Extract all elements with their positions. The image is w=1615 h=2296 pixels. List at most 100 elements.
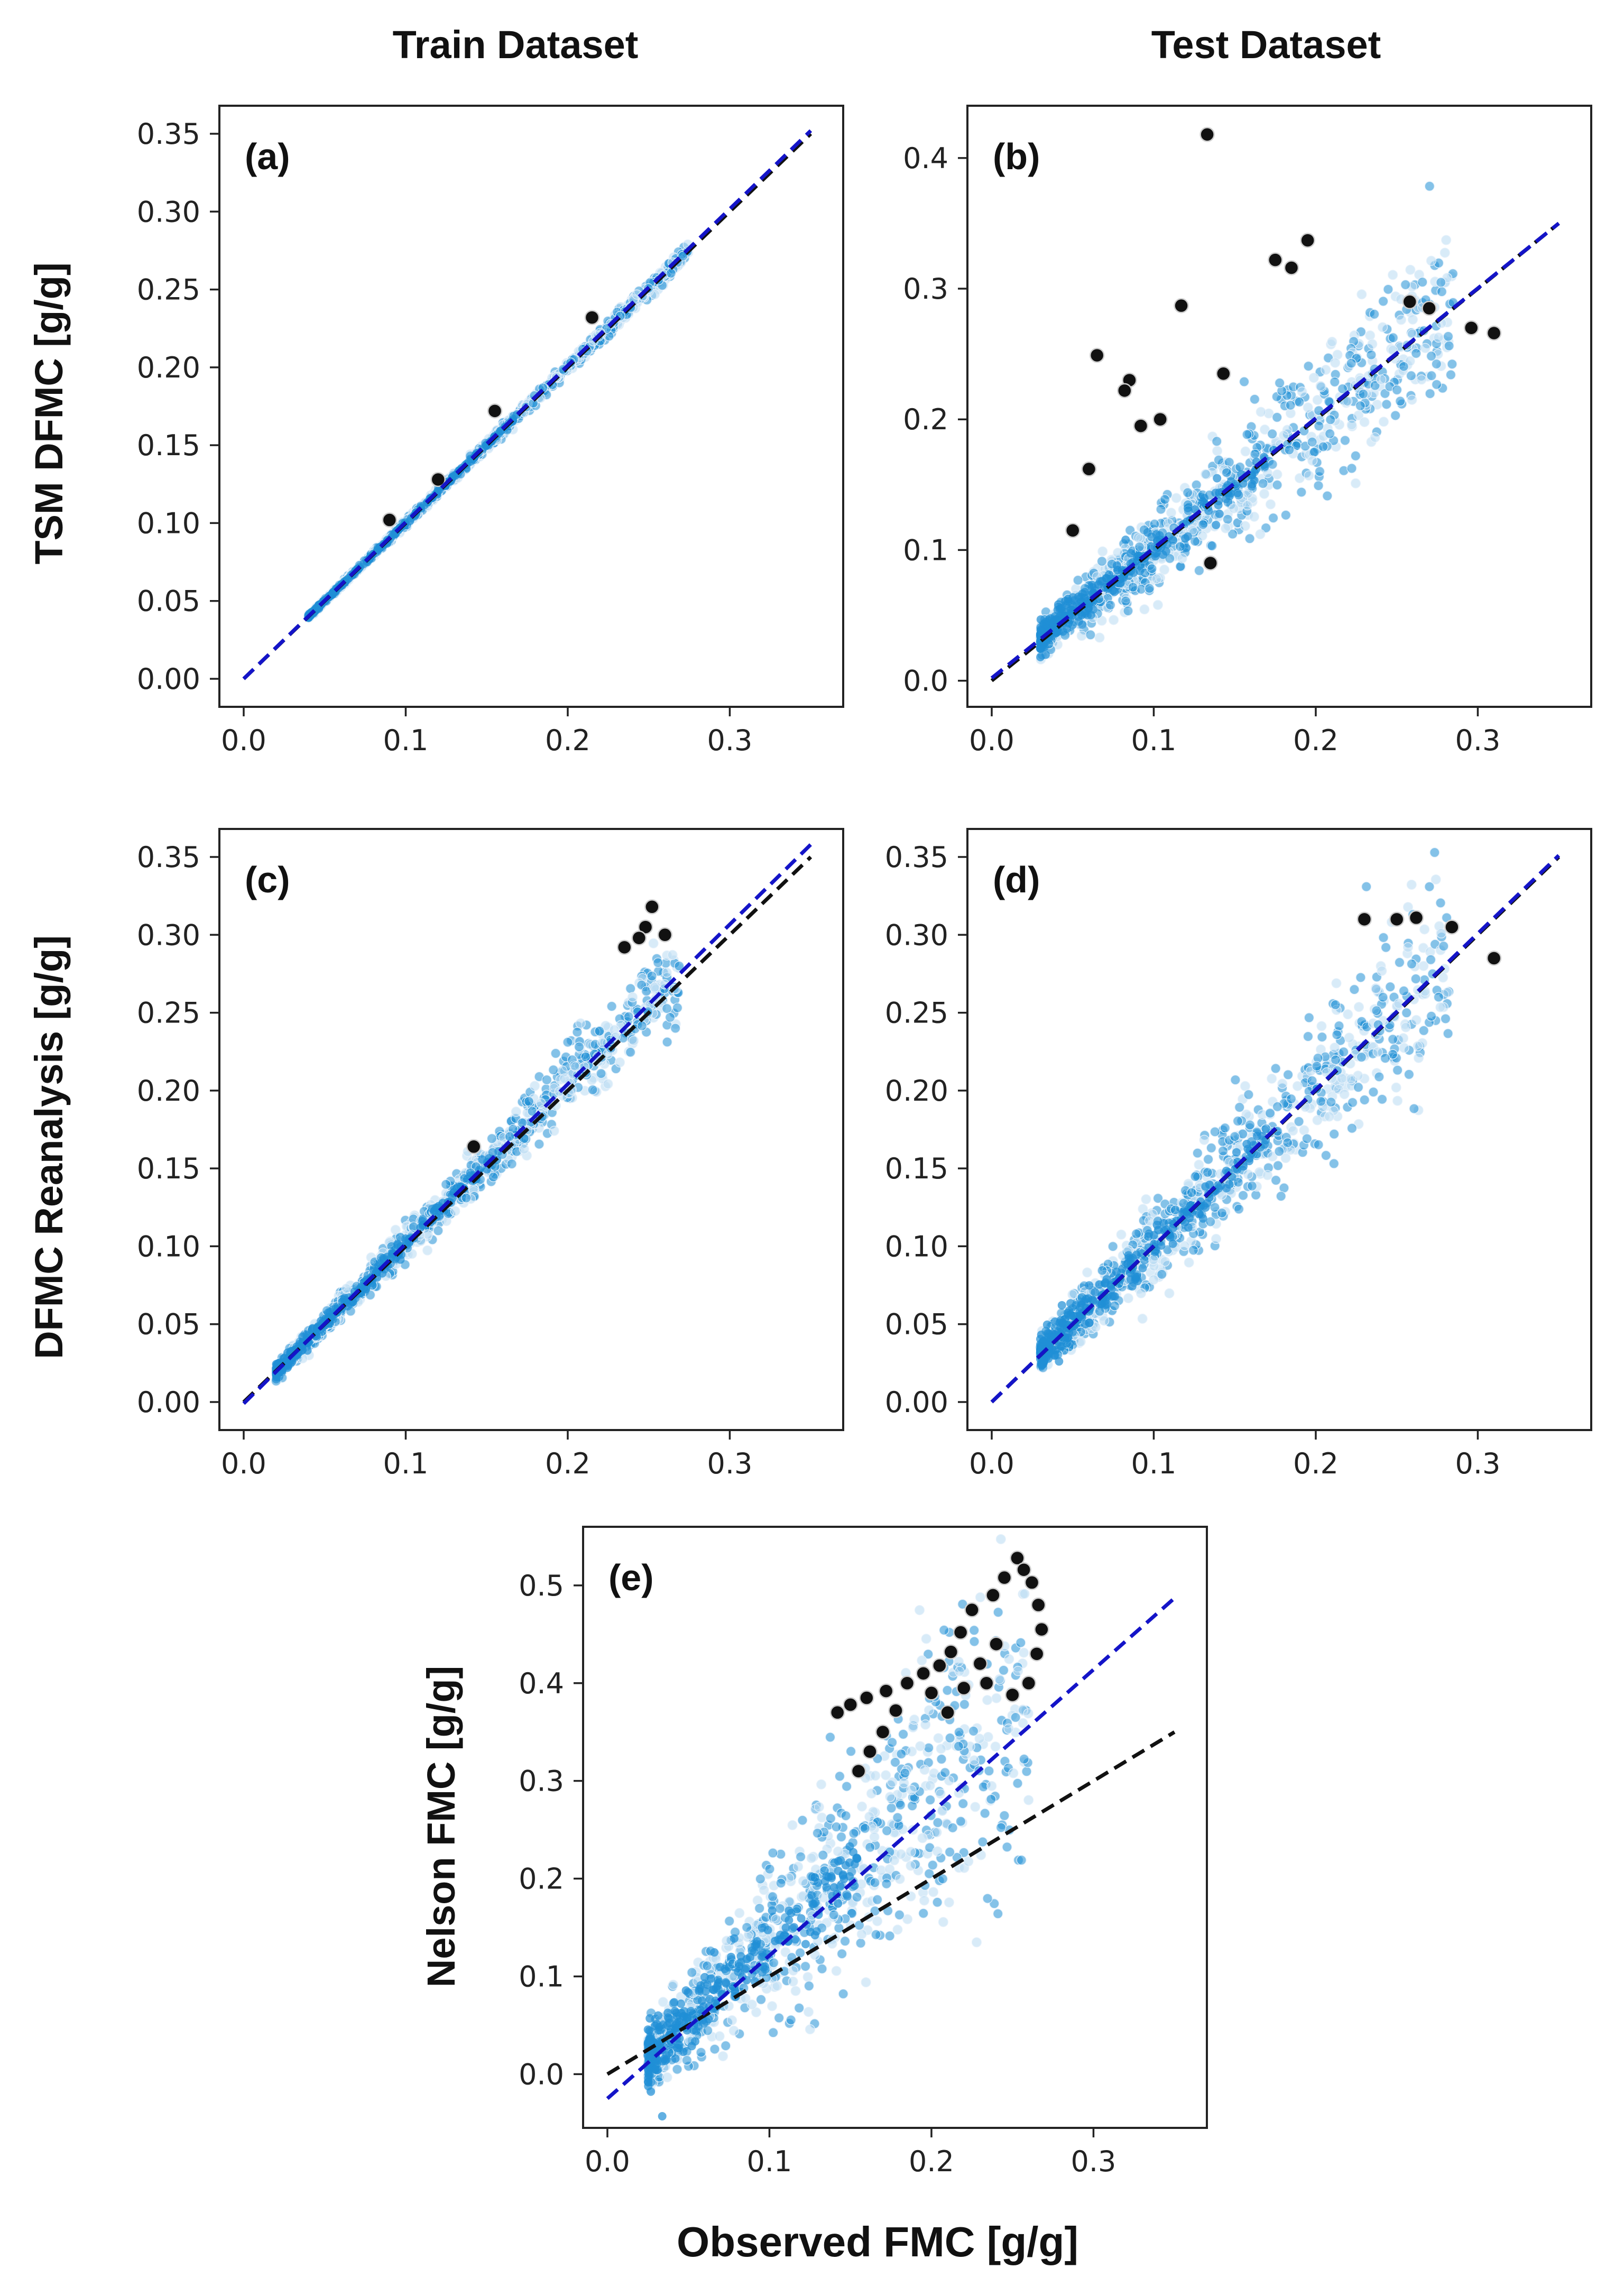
density-point (636, 1020, 647, 1031)
density-core-point (1042, 1320, 1051, 1329)
density-point (1406, 958, 1417, 969)
density-point (751, 2007, 762, 2017)
density-point (1292, 1081, 1303, 1091)
density-point (1268, 513, 1279, 523)
density-point (1315, 381, 1326, 391)
density-point (1141, 1194, 1151, 1205)
density-point (1433, 992, 1444, 1002)
density-point (1242, 429, 1252, 440)
density-point (506, 1158, 517, 1169)
density-point (1272, 1101, 1283, 1112)
density-point (1303, 1031, 1313, 1042)
density-point (1330, 1042, 1340, 1053)
y-tick-label: 0.30 (885, 918, 948, 952)
density-point (1177, 553, 1187, 564)
outlier-point (616, 939, 632, 955)
density-point (672, 2064, 682, 2074)
density-point (575, 1018, 586, 1029)
density-point (1270, 1063, 1281, 1074)
density-point (1097, 1265, 1108, 1276)
density-point (1391, 384, 1402, 395)
density-point (1286, 1094, 1296, 1104)
density-point (1425, 388, 1435, 399)
density-point (1307, 1075, 1317, 1086)
outlier-point (1356, 911, 1372, 927)
outlier-point (1216, 366, 1231, 381)
density-point (1165, 553, 1175, 564)
y-tick-label: 0.10 (885, 1230, 948, 1263)
density-point (1322, 491, 1333, 501)
density-point (1284, 445, 1295, 455)
density-point (1406, 879, 1417, 890)
density-point (969, 1636, 980, 1647)
density-point (1280, 1152, 1291, 1164)
density-point (902, 1914, 913, 1924)
y-tick-label: 0.10 (137, 506, 200, 540)
density-point (1361, 881, 1372, 892)
density-core-point (387, 1252, 396, 1261)
density-point (1139, 604, 1150, 615)
density-point (1353, 1002, 1364, 1012)
density-point (1233, 1204, 1244, 1214)
density-point (1426, 255, 1436, 266)
density-core-point (1168, 1239, 1177, 1248)
density-point (1392, 1095, 1403, 1106)
density-point (958, 1799, 968, 1809)
density-point (1417, 277, 1428, 288)
reference-lines (242, 129, 813, 680)
density-point (1097, 546, 1108, 557)
density-core-point (1213, 474, 1222, 483)
density-point (1148, 1255, 1159, 1265)
density-point (1366, 349, 1377, 360)
density-point (1216, 1207, 1228, 1219)
density-point (1217, 1146, 1229, 1156)
density-point (603, 1078, 613, 1089)
density-point (1265, 499, 1276, 510)
density-point (944, 1897, 954, 1908)
density-point (1190, 1171, 1201, 1182)
outlier-point (1463, 320, 1479, 336)
density-point (1303, 361, 1314, 372)
density-point (1339, 1089, 1350, 1100)
density-point (1355, 972, 1366, 983)
density-point (1418, 1025, 1429, 1036)
density-core-point (1069, 596, 1078, 605)
density-point (817, 1812, 827, 1823)
density-point (1267, 1151, 1278, 1162)
y-tick-label: 0.35 (137, 841, 200, 874)
density-core-point (1101, 1278, 1110, 1287)
density-core-point (1128, 1282, 1137, 1291)
density-point (1410, 973, 1421, 984)
density-point (1192, 1148, 1203, 1158)
density-point (1220, 1123, 1230, 1133)
density-point (1374, 1072, 1385, 1082)
density-core-point (1126, 549, 1135, 558)
outlier-point (1117, 383, 1132, 399)
density-point (1194, 1159, 1204, 1170)
outlier-point (487, 403, 503, 419)
outliers (466, 899, 673, 1155)
density-point (587, 1084, 598, 1095)
fit-line (242, 843, 813, 1405)
density-core-point (448, 1194, 457, 1203)
density-point (1244, 1120, 1256, 1130)
density-point (1330, 1055, 1341, 1065)
density-point (1309, 447, 1319, 457)
outlier-point (466, 1139, 482, 1155)
density-point (1337, 1073, 1348, 1084)
row-label-nelson: Nelson FMC [g/g] (419, 1666, 463, 1987)
density-core-point (1184, 504, 1193, 513)
density-point (1207, 540, 1217, 551)
density-core-point (1036, 644, 1045, 653)
density-core-point (1226, 477, 1235, 486)
density-point (1435, 898, 1446, 908)
density-point (1409, 1103, 1419, 1114)
density-point (1350, 478, 1361, 488)
density-point (1247, 1181, 1258, 1191)
x-tick-label: 0.0 (221, 724, 266, 757)
density-point (1439, 247, 1450, 258)
density-point (1400, 1022, 1411, 1032)
density-point (1356, 1052, 1367, 1063)
density-point (1076, 631, 1087, 641)
